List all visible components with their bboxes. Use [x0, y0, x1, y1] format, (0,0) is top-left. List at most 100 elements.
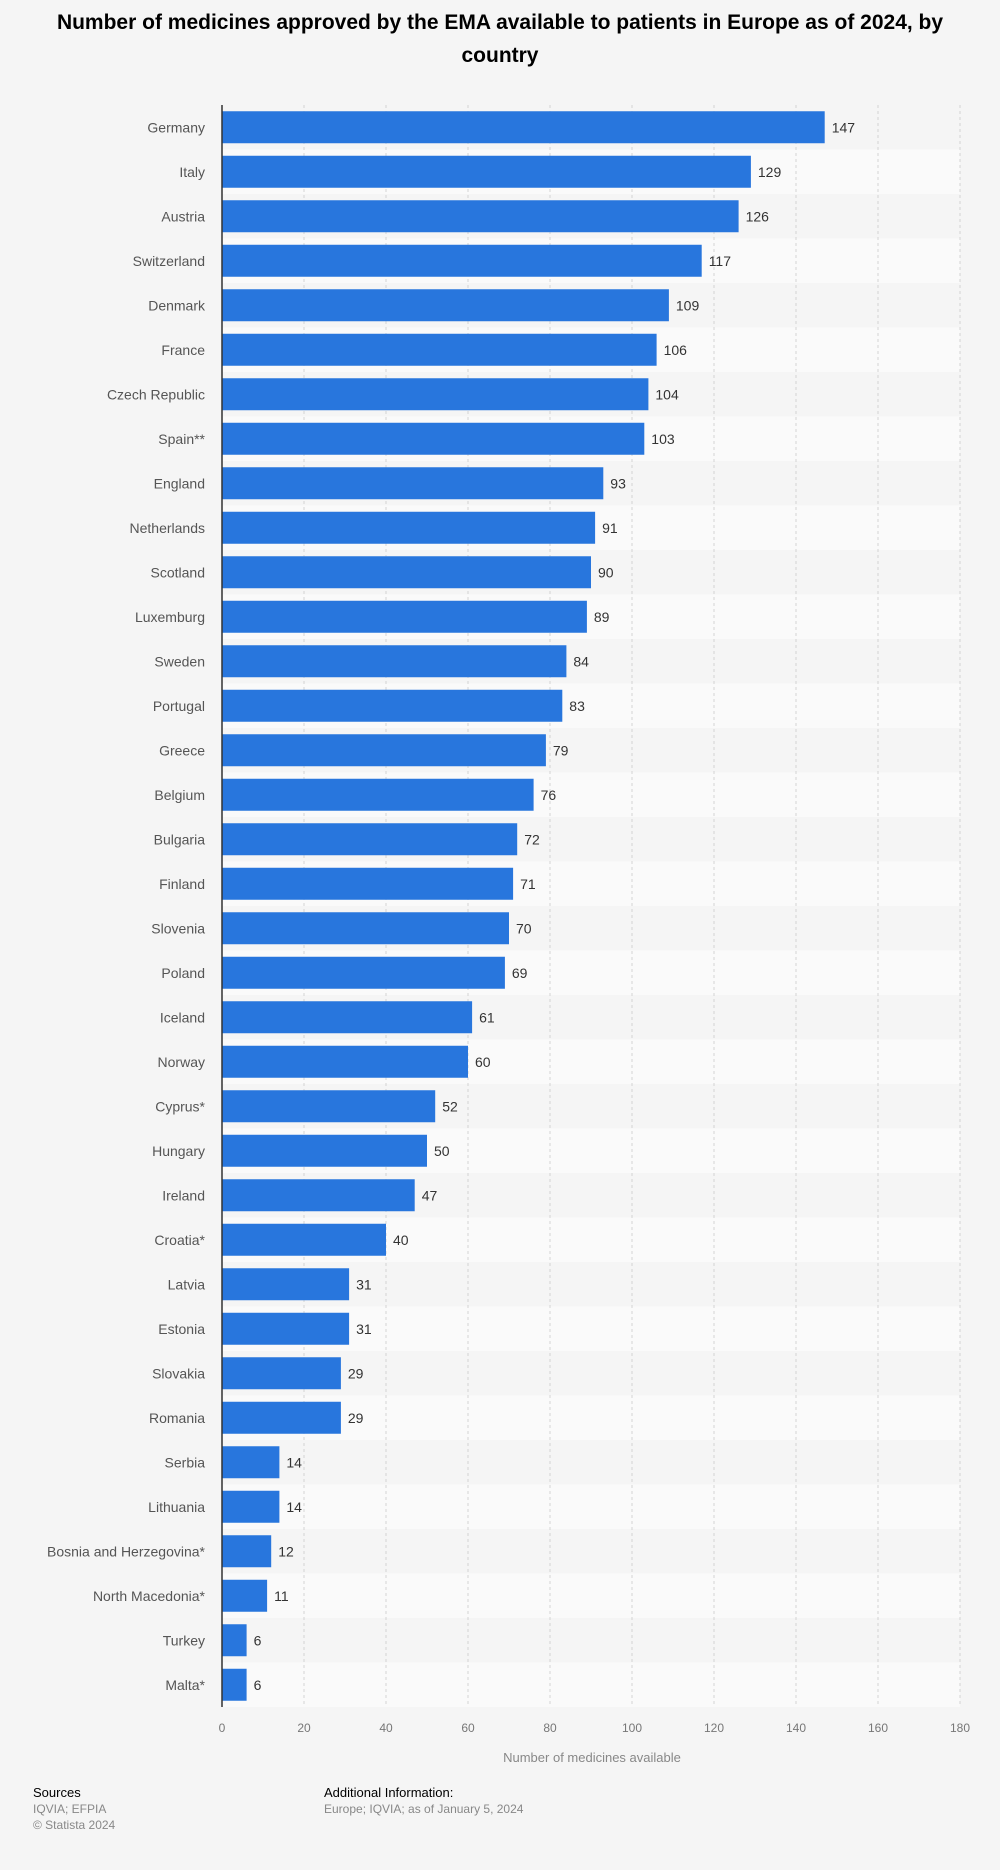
bar [222, 111, 825, 144]
category-label: France [161, 342, 205, 358]
row-band [222, 1351, 960, 1396]
category-label: England [154, 475, 205, 491]
value-label: 126 [746, 208, 770, 224]
bar [222, 1401, 341, 1434]
category-label: Estonia [158, 1321, 205, 1337]
value-label: 129 [758, 164, 782, 180]
bar [222, 1045, 468, 1078]
category-label: Iceland [160, 1009, 205, 1025]
value-label: 91 [602, 520, 618, 536]
bar [222, 333, 657, 366]
row-band [222, 1395, 960, 1440]
category-label: Scotland [151, 564, 205, 580]
bar [222, 1179, 415, 1212]
bar [222, 867, 514, 900]
bar [222, 556, 591, 589]
value-label: 71 [520, 876, 536, 892]
value-label: 84 [573, 653, 589, 669]
category-label: Denmark [148, 297, 206, 313]
value-label: 29 [348, 1410, 364, 1426]
category-label: Norway [158, 1054, 205, 1070]
sources-block: Sources IQVIA; EFPIA © Statista 2024 [33, 1785, 115, 1833]
value-label: 14 [286, 1499, 302, 1515]
bar [222, 289, 669, 322]
value-label: 29 [348, 1365, 364, 1381]
x-tick-label: 20 [297, 1721, 311, 1735]
value-label: 6 [254, 1632, 262, 1648]
value-label: 70 [516, 920, 532, 936]
bar [222, 511, 596, 544]
row-band [222, 1529, 960, 1574]
value-label: 109 [676, 297, 700, 313]
value-label: 14 [286, 1454, 302, 1470]
x-tick-label: 0 [219, 1721, 226, 1735]
bar [222, 200, 739, 233]
category-label: Serbia [165, 1454, 206, 1470]
category-label: Hungary [152, 1143, 205, 1159]
value-label: 31 [356, 1321, 372, 1337]
additional-info-text: Europe; IQVIA; as of January 5, 2024 [324, 1802, 524, 1816]
category-label: Belgium [154, 787, 205, 803]
value-label: 11 [274, 1588, 289, 1604]
bar [222, 1357, 341, 1390]
bar [222, 155, 751, 188]
x-tick-label: 80 [543, 1721, 557, 1735]
category-label: North Macedonia* [93, 1588, 206, 1604]
category-label: Netherlands [130, 520, 206, 536]
bar [222, 378, 649, 411]
bar [222, 1090, 436, 1123]
value-label: 106 [664, 342, 688, 358]
bar [222, 1579, 268, 1612]
row-band [222, 1440, 960, 1485]
value-label: 83 [569, 698, 585, 714]
category-label: Germany [147, 119, 205, 135]
bar [222, 467, 604, 500]
value-label: 69 [512, 965, 528, 981]
category-label: Czech Republic [107, 386, 205, 402]
bar [222, 422, 645, 455]
category-label: Greece [159, 742, 205, 758]
row-band [222, 1662, 960, 1707]
bar [222, 1535, 272, 1568]
x-tick-label: 120 [704, 1721, 724, 1735]
category-label: Italy [179, 164, 205, 180]
x-tick-label: 160 [868, 1721, 888, 1735]
value-label: 93 [610, 475, 626, 491]
category-label: Poland [161, 965, 205, 981]
category-label: Switzerland [133, 253, 205, 269]
value-label: 50 [434, 1143, 450, 1159]
bar [222, 689, 563, 722]
value-label: 40 [393, 1232, 409, 1248]
bar [222, 956, 505, 989]
copyright-text: © Statista 2024 [33, 1818, 116, 1832]
value-label: 147 [832, 119, 856, 135]
chart-title: Number of medicines approved by the EMA … [56, 11, 944, 67]
bar [222, 1134, 427, 1167]
x-tick-label: 40 [379, 1721, 393, 1735]
x-tick-label: 60 [461, 1721, 475, 1735]
value-label: 89 [594, 609, 610, 625]
x-tick-label: 100 [622, 1721, 642, 1735]
value-label: 103 [651, 431, 675, 447]
category-label: Ireland [162, 1187, 205, 1203]
category-label: Romania [149, 1410, 205, 1426]
bar [222, 912, 509, 945]
category-label: Slovenia [151, 920, 205, 936]
bar [222, 244, 702, 277]
x-tick-label: 140 [786, 1721, 806, 1735]
category-label: Croatia* [154, 1232, 205, 1248]
bar [222, 1268, 350, 1301]
additional-info-block: Additional Information: Europe; IQVIA; a… [324, 1785, 523, 1817]
category-label: Portugal [153, 698, 205, 714]
value-label: 12 [278, 1543, 294, 1559]
category-label: Spain** [158, 431, 205, 447]
value-label: 104 [655, 386, 679, 402]
bar [222, 1312, 350, 1345]
value-label: 60 [475, 1054, 491, 1070]
category-label: Lithuania [148, 1499, 205, 1515]
value-label: 79 [553, 742, 569, 758]
value-label: 72 [524, 831, 540, 847]
row-band [222, 1573, 960, 1618]
category-label: Luxemburg [135, 609, 205, 625]
x-tick-label: 180 [950, 1721, 970, 1735]
